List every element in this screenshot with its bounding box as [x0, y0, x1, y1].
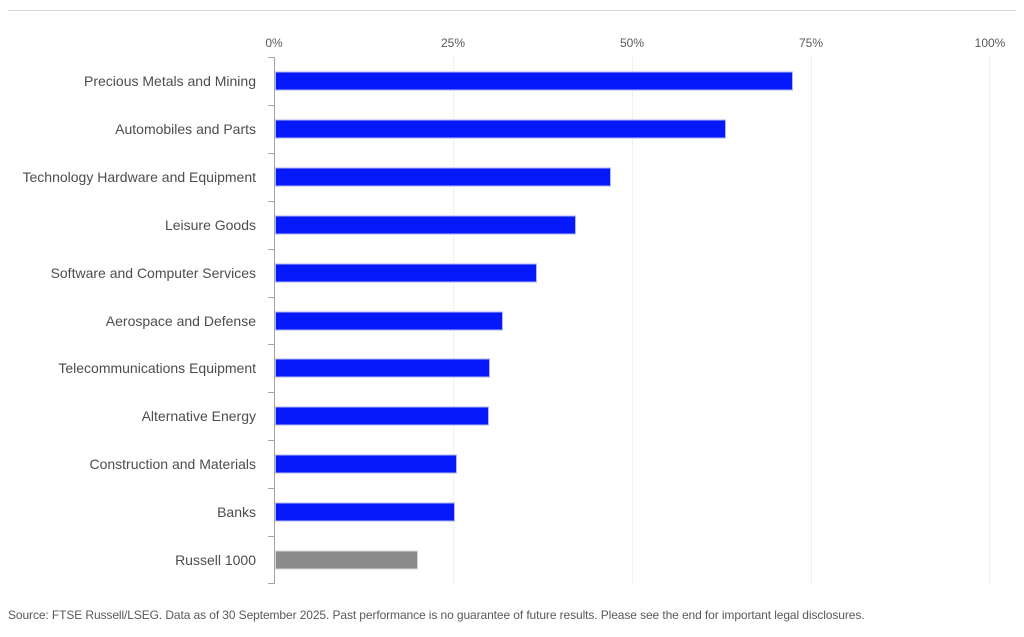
- y-axis-line: [274, 57, 275, 584]
- y-axis-tick: [268, 488, 274, 489]
- category-label: Russell 1000: [175, 552, 256, 569]
- category-label: Precious Metals and Mining: [84, 72, 256, 89]
- category-labels-column: Precious Metals and Mining Automobiles an…: [0, 57, 265, 584]
- x-tick-label: 100%: [974, 36, 1006, 50]
- bar: [275, 263, 538, 283]
- category-label: Alternative Energy: [141, 408, 256, 425]
- y-axis-tick: [268, 153, 274, 154]
- category-label: Leisure Goods: [164, 216, 256, 233]
- x-tick-label: 25%: [440, 36, 466, 50]
- y-axis-tick: [268, 344, 274, 345]
- plot-area: [268, 57, 990, 584]
- bar: [275, 167, 611, 187]
- category-label: Banks: [217, 504, 256, 521]
- category-label: Telecommunications Equipment: [58, 360, 256, 377]
- bar-highlight: [275, 550, 419, 570]
- bar: [275, 215, 576, 235]
- gridline: [811, 57, 812, 584]
- gridline: [989, 57, 990, 584]
- y-axis-tick: [268, 392, 274, 393]
- bar: [275, 119, 727, 139]
- bar: [275, 358, 490, 378]
- y-axis-tick: [268, 201, 274, 202]
- top-divider: [8, 10, 1016, 11]
- x-tick-label: 0%: [265, 36, 283, 50]
- bar: [275, 454, 457, 474]
- bar: [275, 502, 455, 522]
- bar: [275, 311, 503, 330]
- bar: [275, 71, 793, 91]
- y-axis-tick: [268, 105, 274, 106]
- category-label: Software and Computer Services: [50, 264, 256, 281]
- category-label: Construction and Materials: [89, 456, 256, 473]
- gridline: [632, 57, 633, 584]
- y-axis-tick: [268, 57, 274, 58]
- y-axis-tick: [268, 440, 274, 441]
- bars-container: [275, 57, 990, 584]
- bar: [275, 406, 490, 426]
- y-axis-tick: [268, 583, 274, 584]
- x-tick-label: 50%: [619, 36, 645, 50]
- x-axis-tick-labels: 0% 25% 50% 75% 100%: [0, 36, 1024, 51]
- y-axis-tick: [268, 536, 274, 537]
- y-axis-tick: [268, 249, 274, 250]
- category-label: Technology Hardware and Equipment: [22, 168, 256, 185]
- x-tick-label: 75%: [798, 36, 824, 50]
- source-note: Source: FTSE Russell/LSEG. Data as of 30…: [8, 608, 865, 622]
- y-axis-tick: [268, 297, 274, 298]
- category-label: Aerospace and Defense: [105, 312, 256, 329]
- category-label: Automobiles and Parts: [115, 120, 256, 137]
